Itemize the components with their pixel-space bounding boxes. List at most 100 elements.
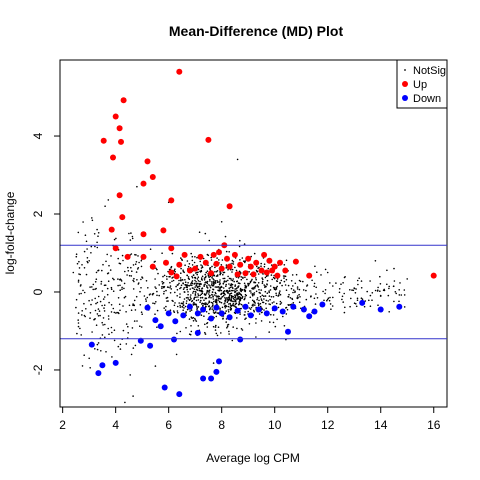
notsig-point — [198, 284, 201, 286]
down-point — [200, 306, 207, 313]
notsig-point — [199, 280, 201, 283]
notsig-point — [244, 284, 246, 287]
notsig-point — [270, 313, 272, 316]
notsig-point — [349, 289, 351, 291]
notsig-point — [169, 309, 172, 312]
notsig-point — [102, 317, 105, 319]
notsig-point — [174, 270, 176, 273]
notsig-point — [195, 281, 197, 283]
notsig-point — [192, 303, 194, 305]
up-point — [245, 255, 252, 262]
notsig-point — [123, 287, 125, 290]
notsig-point — [179, 277, 182, 279]
notsig-point — [216, 334, 219, 337]
notsig-point — [197, 285, 199, 288]
notsig-point — [224, 305, 226, 307]
notsig-point — [195, 299, 198, 302]
notsig-point — [96, 241, 98, 244]
notsig-point — [112, 290, 115, 293]
notsig-point — [222, 277, 224, 280]
notsig-point — [285, 313, 288, 315]
notsig-point — [224, 235, 227, 238]
notsig-point — [187, 298, 190, 300]
notsig-point — [222, 292, 224, 295]
up-point — [208, 270, 215, 277]
notsig-point — [234, 288, 236, 290]
notsig-point — [324, 268, 327, 271]
notsig-point — [371, 292, 374, 294]
notsig-point — [186, 284, 189, 286]
notsig-point — [216, 296, 218, 298]
notsig-point — [186, 260, 189, 262]
notsig-point — [208, 296, 210, 299]
up-point — [176, 261, 183, 268]
notsig-point — [191, 287, 194, 289]
notsig-point — [190, 297, 192, 300]
notsig-point — [161, 252, 163, 254]
notsig-point — [291, 274, 294, 276]
notsig-point — [112, 307, 115, 310]
notsig-point — [204, 273, 206, 276]
notsig-point — [243, 314, 246, 316]
notsig-point — [357, 283, 359, 286]
notsig-point — [135, 295, 138, 298]
notsig-point — [77, 322, 80, 324]
notsig-point — [191, 282, 194, 285]
notsig-point — [225, 285, 227, 288]
notsig-point — [79, 273, 81, 276]
notsig-point — [179, 287, 181, 290]
notsig-point — [215, 299, 218, 302]
up-point — [292, 258, 299, 265]
notsig-point — [188, 333, 191, 336]
notsig-point — [127, 270, 130, 272]
notsig-point — [153, 302, 156, 305]
notsig-point — [132, 264, 135, 266]
notsig-point — [260, 298, 263, 300]
notsig-point — [92, 283, 95, 286]
notsig-point — [241, 329, 244, 331]
notsig-point — [187, 296, 189, 299]
notsig-point — [194, 317, 196, 320]
notsig-point — [185, 302, 188, 305]
notsig-point — [141, 277, 144, 279]
notsig-point — [212, 284, 215, 287]
notsig-point — [82, 289, 84, 292]
notsig-point — [182, 301, 185, 303]
notsig-point — [104, 205, 106, 207]
up-point — [258, 267, 265, 274]
notsig-point — [207, 275, 210, 277]
notsig-point — [186, 286, 188, 289]
notsig-point — [185, 284, 187, 287]
notsig-point — [227, 275, 229, 278]
notsig-point — [254, 304, 256, 306]
notsig-point — [184, 281, 187, 284]
notsig-point — [228, 277, 231, 280]
up-point — [274, 272, 281, 279]
notsig-point — [83, 302, 85, 305]
notsig-point — [93, 233, 96, 235]
notsig-point — [188, 263, 191, 265]
notsig-point — [236, 327, 238, 330]
down-point — [377, 306, 384, 313]
notsig-point — [192, 274, 195, 276]
notsig-point — [87, 261, 89, 264]
notsig-point — [119, 309, 121, 312]
notsig-point — [342, 301, 345, 303]
notsig-point — [207, 254, 210, 257]
notsig-point — [324, 289, 327, 291]
notsig-point — [398, 300, 400, 303]
notsig-point — [122, 305, 124, 307]
notsig-point — [299, 296, 301, 298]
notsig-point — [196, 256, 198, 259]
notsig-point — [77, 279, 80, 282]
notsig-point — [75, 253, 78, 255]
notsig-point — [82, 221, 84, 223]
notsig-point — [257, 273, 260, 275]
notsig-point — [149, 248, 152, 250]
notsig-point — [240, 288, 242, 291]
notsig-point — [253, 281, 255, 283]
notsig-point — [101, 269, 103, 272]
legend-label: Down — [413, 93, 441, 105]
down-point — [112, 359, 119, 366]
notsig-point — [81, 310, 83, 312]
